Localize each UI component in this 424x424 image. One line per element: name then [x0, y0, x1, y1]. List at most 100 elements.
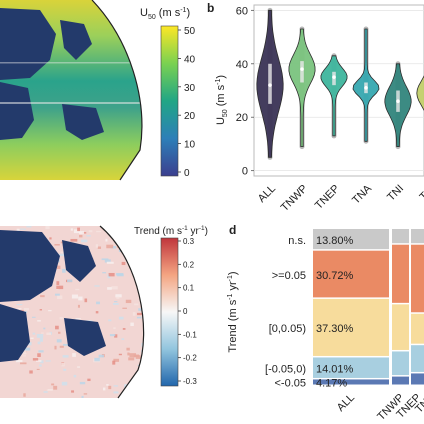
trend-pixel — [20, 362, 27, 365]
trend-pixel — [72, 353, 76, 357]
ytick-label-b: 0 — [242, 166, 248, 178]
trend-pixel — [114, 301, 118, 303]
xtick-label-b: TNI — [385, 183, 406, 204]
violin-median — [300, 67, 304, 71]
trend-pixel — [54, 244, 60, 246]
trend-pixel — [79, 234, 83, 238]
trend-pixel — [152, 278, 158, 281]
bar-segment-all — [313, 357, 389, 378]
trend-pixel — [58, 331, 61, 334]
colorbar-a-tick-label: 50 — [184, 26, 196, 37]
trend-pixel — [124, 384, 127, 388]
map-a — [0, 0, 143, 181]
trend-pixel — [86, 235, 91, 237]
trend-pixel — [113, 391, 119, 394]
trend-pixel — [106, 384, 109, 386]
trend-pixel — [39, 337, 43, 342]
xtick-label-b: TSI — [418, 183, 424, 204]
ylabel-d-part: -1 — [227, 275, 234, 281]
trend-pixel — [97, 246, 102, 249]
trend-pixel — [45, 360, 51, 362]
trend-pixel — [57, 295, 63, 300]
trend-pixel — [62, 343, 69, 346]
trend-pixel — [139, 367, 144, 371]
trend-pixel — [94, 285, 100, 287]
ylabel-b-part: 50 — [222, 109, 229, 117]
trend-pixel — [157, 272, 159, 275]
ylabel-b-part: ) — [215, 75, 227, 79]
trend-pixel — [77, 304, 80, 308]
trend-pixel — [147, 246, 153, 249]
trend-pixel — [155, 363, 162, 365]
trend-pixel — [83, 393, 88, 395]
bar-segment-all — [313, 229, 389, 250]
trend-pixel — [30, 337, 34, 339]
trend-pixel — [53, 385, 58, 390]
trend-pixel — [96, 230, 102, 233]
trend-pixel — [32, 316, 36, 318]
trend-pixel — [113, 327, 116, 330]
trend-pixel — [136, 316, 142, 319]
trend-pixel — [121, 261, 126, 266]
trend-pixel — [116, 296, 120, 299]
trend-pixel — [111, 286, 118, 290]
trend-pixel — [102, 387, 106, 391]
xtick-label-b: TNEP — [313, 183, 342, 212]
trend-pixel — [37, 320, 41, 322]
trend-pixel — [95, 311, 99, 314]
violin-tnwp — [288, 28, 316, 147]
trend-pixel — [19, 228, 26, 230]
trend-pixel — [108, 385, 112, 390]
bar-segment-tnwp — [392, 229, 409, 244]
ylabel-b: U50 (m s-1) — [215, 75, 229, 125]
colorbar-a-tick-label: 0 — [184, 168, 190, 179]
trend-pixel — [112, 303, 119, 305]
bar-segment-tnep — [411, 244, 424, 313]
trend-pixel — [129, 353, 137, 358]
data-label-0: 4.17% — [316, 378, 347, 390]
panel-b-label: b — [207, 1, 214, 15]
trend-pixel — [107, 287, 112, 290]
ytick-label-b: 60 — [236, 5, 248, 17]
colorbar-c-tick-label: 0.3 — [183, 237, 195, 246]
trend-pixel — [153, 282, 157, 284]
trend-pixel — [142, 285, 144, 287]
trend-pixel — [123, 392, 130, 395]
bar-segment-all — [313, 379, 389, 385]
trend-pixel — [150, 314, 155, 317]
trend-pixel — [40, 360, 44, 364]
trend-pixel — [105, 238, 108, 242]
trend-pixel — [81, 239, 88, 243]
trend-pixel — [125, 299, 132, 304]
trend-pixel — [17, 308, 22, 310]
trend-pixel — [101, 258, 109, 261]
land-australia-c — [64, 318, 106, 356]
ylabel-b-part: (m s — [215, 84, 227, 109]
trend-pixel — [98, 354, 104, 358]
trend-pixel — [43, 327, 46, 330]
bar-segment-tnwp — [392, 304, 409, 350]
trend-pixel — [151, 252, 154, 254]
trend-pixel — [39, 309, 43, 311]
trend-pixel — [70, 238, 78, 242]
trend-pixel — [141, 297, 144, 301]
trend-pixel — [154, 244, 158, 248]
ylabel-b-part: -1 — [215, 79, 222, 85]
xtick-label-d: ALL — [335, 392, 357, 414]
trend-pixel — [32, 332, 36, 335]
trend-pixel — [127, 352, 130, 356]
trend-pixel — [59, 345, 64, 348]
trend-pixel — [15, 359, 23, 363]
trend-pixel — [16, 303, 23, 306]
land-asia-c — [0, 230, 60, 302]
xtick-label-b: TNA — [350, 182, 375, 207]
trend-pixel — [82, 232, 87, 234]
trend-pixel — [35, 360, 42, 362]
trend-pixel — [23, 307, 30, 311]
trend-pixel — [77, 366, 81, 368]
violin-iqr-box — [300, 61, 304, 83]
violin-tnep — [320, 55, 348, 137]
land-asia-a — [0, 8, 56, 80]
land-east-asia-c — [62, 240, 96, 282]
segment-label-3: >=0.05 — [272, 270, 306, 282]
